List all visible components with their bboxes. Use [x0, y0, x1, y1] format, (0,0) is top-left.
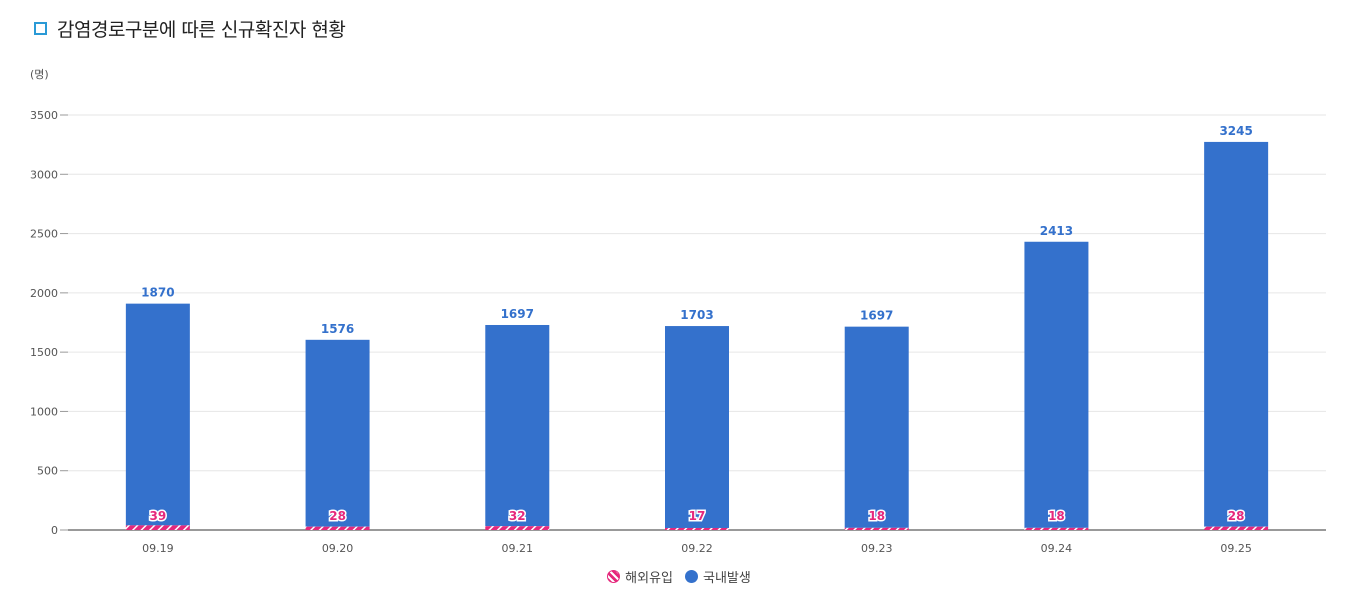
- x-tick-label: 09.21: [502, 542, 534, 555]
- bar-domestic: [485, 324, 550, 527]
- data-label-overseas: 39: [150, 509, 167, 523]
- x-tick-label: 09.19: [142, 542, 174, 555]
- legend-label-domestic: 국내발생: [703, 571, 751, 586]
- y-tick-label: 1000: [30, 405, 58, 418]
- y-tick-label: 1500: [30, 346, 58, 359]
- data-label-domestic: 1576: [321, 322, 354, 336]
- data-label-overseas: 18: [1048, 509, 1065, 523]
- overseas-swatch-icon: [607, 570, 621, 583]
- y-tick-label: 0: [51, 524, 58, 537]
- x-tick-label: 09.25: [1220, 542, 1252, 555]
- data-label-overseas: 32: [509, 509, 526, 523]
- bar-overseas: [665, 527, 729, 530]
- bar-overseas: [485, 526, 550, 530]
- y-tick-label: 2500: [30, 228, 58, 241]
- chart-legend: 해외유입 국내발생: [0, 567, 1358, 586]
- data-label-domestic: 1703: [680, 308, 713, 322]
- y-tick-label: 3500: [30, 109, 58, 122]
- legend-item-overseas[interactable]: 해외유입: [607, 567, 673, 586]
- bar-domestic: [305, 339, 370, 527]
- data-label-overseas: 28: [1228, 509, 1245, 523]
- y-tick-label: 3000: [30, 168, 58, 181]
- bar-overseas: [1024, 527, 1089, 530]
- data-label-overseas: 17: [689, 509, 706, 523]
- x-tick-label: 09.20: [322, 542, 354, 555]
- chart-title: 감염경로구분에 따른 신규확진자 현황: [57, 18, 346, 41]
- chart-title-row: 감염경로구분에 따른 신규확진자 현황: [34, 14, 346, 42]
- y-tick-label: 500: [37, 465, 58, 478]
- data-label-domestic: 1697: [860, 309, 893, 323]
- x-tick-label: 09.23: [861, 542, 893, 555]
- x-tick-label: 09.24: [1041, 542, 1073, 555]
- legend-label-overseas: 해외유입: [625, 571, 673, 586]
- bar-overseas: [1204, 526, 1269, 530]
- bar-overseas: [305, 526, 370, 530]
- bar-overseas: [125, 525, 190, 530]
- data-label-overseas: 28: [329, 509, 346, 523]
- bar-overseas: [844, 527, 909, 530]
- x-tick-label: 09.22: [681, 542, 713, 555]
- bar-domestic: [125, 303, 190, 526]
- legend-item-domestic[interactable]: 국내발생: [685, 567, 751, 586]
- data-label-domestic: 3245: [1219, 124, 1252, 138]
- y-axis-unit-label: (명): [30, 68, 49, 81]
- data-label-domestic: 2413: [1040, 224, 1073, 238]
- bar-domestic: [844, 326, 909, 528]
- bar-domestic: [1204, 141, 1269, 527]
- data-label-overseas: 18: [868, 509, 885, 523]
- square-bullet-icon: [34, 21, 47, 35]
- data-label-domestic: 1697: [501, 307, 534, 321]
- domestic-swatch-icon: [685, 570, 698, 583]
- bar-domestic: [665, 326, 729, 528]
- data-label-domestic: 1870: [141, 286, 174, 300]
- y-tick-label: 2000: [30, 287, 58, 300]
- bar-domestic: [1024, 241, 1089, 528]
